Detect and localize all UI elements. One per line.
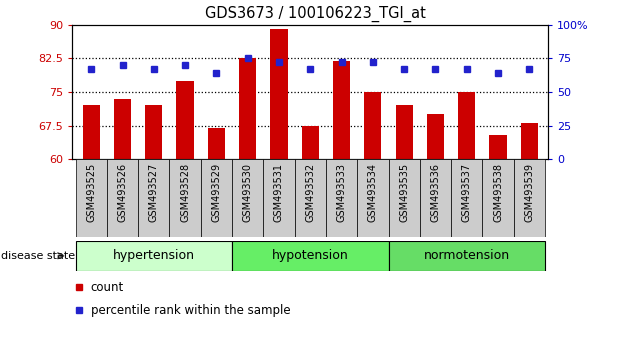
FancyBboxPatch shape [295,159,326,237]
FancyBboxPatch shape [420,159,451,237]
Text: GSM493528: GSM493528 [180,163,190,222]
FancyBboxPatch shape [513,159,545,237]
Text: GSM493534: GSM493534 [368,163,378,222]
Text: hypotension: hypotension [272,249,348,262]
Text: count: count [91,281,124,294]
Bar [490,135,507,159]
Text: percentile rank within the sample: percentile rank within the sample [91,304,290,317]
Text: hypertension: hypertension [113,249,195,262]
Text: GSM493535: GSM493535 [399,163,409,222]
Text: disease state: disease state [1,251,76,261]
Text: GSM493539: GSM493539 [524,163,534,222]
Text: GSM493537: GSM493537 [462,163,472,222]
FancyBboxPatch shape [169,159,201,237]
Text: GDS3673 / 100106223_TGI_at: GDS3673 / 100106223_TGI_at [205,5,425,22]
FancyBboxPatch shape [389,241,545,271]
Bar [176,81,193,159]
Text: normotension: normotension [424,249,510,262]
Bar [114,99,131,159]
Bar [521,124,538,159]
Bar [270,29,287,159]
Bar [396,105,413,159]
FancyBboxPatch shape [483,159,513,237]
FancyBboxPatch shape [389,159,420,237]
Bar [83,105,100,159]
Bar [427,114,444,159]
FancyBboxPatch shape [357,159,389,237]
Bar [208,128,225,159]
Text: GSM493531: GSM493531 [274,163,284,222]
Bar [458,92,476,159]
FancyBboxPatch shape [232,241,389,271]
Text: GSM493529: GSM493529 [212,163,221,222]
FancyBboxPatch shape [232,159,263,237]
FancyBboxPatch shape [138,159,169,237]
Text: GSM493536: GSM493536 [430,163,440,222]
Bar [145,105,163,159]
Text: GSM493533: GSM493533 [336,163,346,222]
FancyBboxPatch shape [263,159,295,237]
Text: GSM493538: GSM493538 [493,163,503,222]
FancyBboxPatch shape [76,241,232,271]
Text: GSM493527: GSM493527 [149,163,159,222]
Text: GSM493526: GSM493526 [118,163,127,222]
FancyBboxPatch shape [76,159,107,237]
Text: GSM493532: GSM493532 [306,163,315,222]
Bar [302,126,319,159]
FancyBboxPatch shape [451,159,483,237]
Text: GSM493530: GSM493530 [243,163,253,222]
FancyBboxPatch shape [201,159,232,237]
FancyBboxPatch shape [107,159,138,237]
Bar [239,58,256,159]
Bar [333,61,350,159]
Bar [364,92,382,159]
Text: GSM493525: GSM493525 [86,163,96,222]
FancyBboxPatch shape [326,159,357,237]
